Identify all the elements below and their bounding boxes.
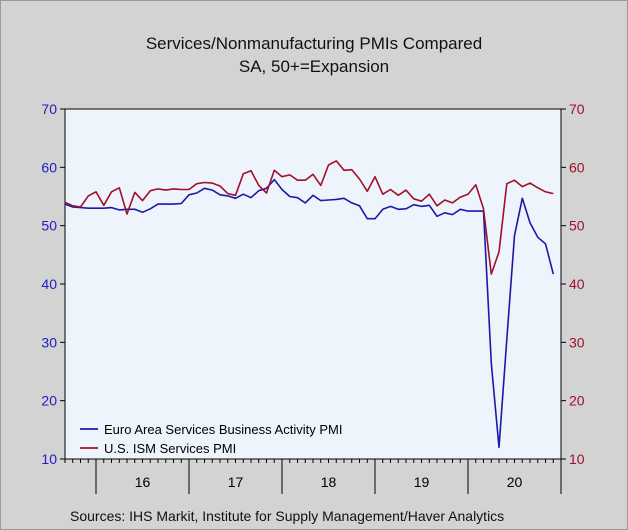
y-right-tick-label: 40 (569, 276, 585, 292)
x-tick-label: 16 (135, 474, 151, 490)
y-left-tick-label: 60 (41, 159, 57, 175)
chart-title: Services/Nonmanufacturing PMIs Compared (145, 34, 483, 53)
y-right-tick-label: 30 (569, 334, 585, 350)
y-left-tick-label: 70 (41, 101, 57, 117)
y-right-tick-label: 10 (569, 451, 585, 467)
y-left-tick-label: 20 (41, 393, 57, 409)
y-left-tick-label: 50 (41, 218, 57, 234)
y-left-tick-label: 40 (41, 276, 57, 292)
x-tick-label: 18 (321, 474, 337, 490)
series-line-us-ism (64, 160, 554, 275)
y-right-tick-label: 60 (569, 159, 585, 175)
line-chart: 10 10 20 20 30 30 40 40 50 50 60 60 70 70 16 17 18 19 20 E… (41, 101, 585, 494)
chart-subtitle: SA, 50+=Expansion (238, 57, 390, 76)
y-left-tick-label: 30 (41, 334, 57, 350)
y-left-tick-label: 10 (41, 451, 57, 467)
x-tick-label: 20 (507, 474, 523, 490)
x-tick-label: 17 (228, 474, 244, 490)
x-tick-label: 19 (414, 474, 430, 490)
legend-label: Euro Area Services Business Activity PMI (104, 422, 342, 437)
y-right-tick-label: 70 (569, 101, 585, 117)
series-line-euro-area (64, 178, 555, 449)
source-note: Sources: IHS Markit, Institute for Suppl… (70, 508, 505, 524)
y-right-tick-label: 50 (569, 218, 585, 234)
legend-label: U.S. ISM Services PMI (104, 441, 236, 456)
y-right-tick-label: 20 (569, 393, 585, 409)
